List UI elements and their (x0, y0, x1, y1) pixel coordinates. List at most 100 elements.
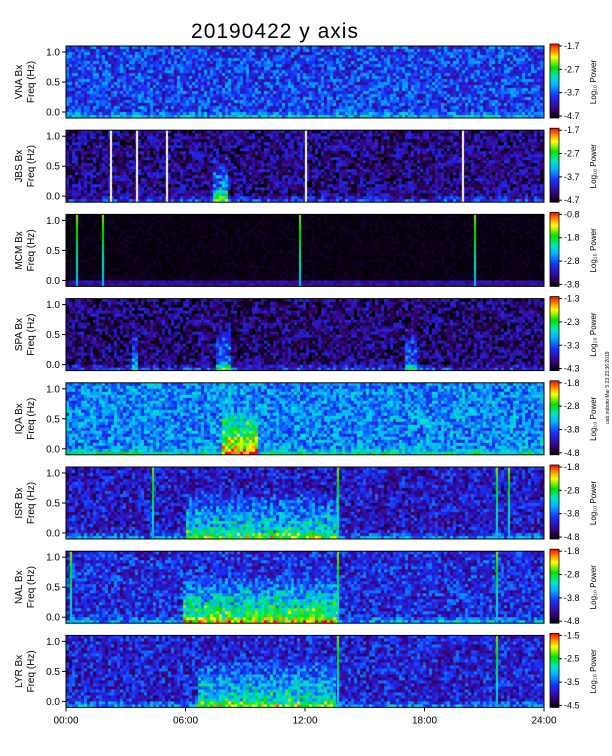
y-tick-label: 0.5 (46, 499, 60, 510)
spectrogram-vna (66, 46, 544, 118)
y-tick-label: 0.0 (46, 276, 60, 287)
colorbar-title: Log₁₀ Power (589, 312, 598, 357)
y-tick-label: 1.0 (46, 553, 60, 564)
colorbar-nal (549, 548, 560, 624)
y-tick-label: 0.5 (46, 78, 60, 89)
colorbar-tick-label: -1.5 (564, 630, 580, 640)
y-label-station: LYR Bx (14, 655, 25, 688)
colorbar-iqa (549, 380, 560, 456)
panel-spa: 0.0 0.5 1.0 SPA Bx Freq (Hz) -1.3 -2.3 -3.3 -4.3… (14, 294, 598, 374)
colorbar-tick-label: -2.7 (564, 149, 580, 159)
x-tick-label: 24:00 (531, 715, 556, 726)
colorbar-tick-label: -4.3 (564, 364, 580, 374)
y-tick-label: 0.5 (46, 330, 60, 341)
y-tick-label: 0.5 (46, 246, 60, 257)
y-tick-label: 0.5 (46, 162, 60, 173)
spectrogram-iqa (66, 382, 544, 455)
colorbar-tick-label: -2.8 (564, 256, 580, 266)
colorbar-title: Log₁₀ Power (589, 228, 598, 273)
colorbar-title: Log₁₀ Power (589, 481, 598, 526)
colorbar-tick-label: -3.5 (564, 677, 580, 687)
x-tick-label: 00:00 (53, 715, 78, 726)
colorbar-title: Log₁₀ Power (589, 144, 598, 189)
y-tick-label: 1.0 (46, 48, 60, 59)
y-label-station: NAL Bx (14, 570, 25, 604)
y-label-station: ISR Bx (14, 487, 25, 518)
colorbar-tick-label: -3.3 (564, 340, 580, 350)
spectrogram-isr (66, 467, 544, 539)
panel-iqa: 0.0 0.5 1.0 IQA Bx Freq (Hz) -1.8 -2.8 -3.8 -4.8… (14, 378, 598, 458)
y-label-freq: Freq (Hz) (26, 566, 37, 608)
colorbar-tick-label: -1.3 (564, 294, 580, 304)
colorbar-tick-label: -3.7 (564, 172, 580, 182)
colorbar-tick-label: -2.5 (564, 654, 580, 664)
colorbar-tick-label: -2.8 (564, 401, 580, 411)
y-label-freq: Freq (Hz) (26, 482, 37, 524)
y-tick-label: 0.5 (46, 667, 60, 678)
colorbar-title: Log₁₀ Power (589, 649, 598, 694)
y-tick-label: 0.0 (46, 192, 60, 203)
y-label-station: VNA Bx (14, 65, 25, 99)
y-tick-label: 0.0 (46, 108, 60, 119)
y-label-freq: Freq (Hz) (26, 650, 37, 692)
colorbar-jbs (549, 127, 560, 203)
y-tick-label: 0.0 (46, 529, 60, 540)
colorbar-tick-label: -1.7 (564, 41, 580, 51)
colorbar-title: Log₁₀ Power (589, 60, 598, 105)
colorbar-lyr (549, 633, 560, 708)
x-tick-label: 18:00 (412, 715, 437, 726)
colorbar-tick-label: -2.8 (564, 485, 580, 495)
y-tick-label: 0.0 (46, 444, 60, 455)
colorbar-tick-label: -2.3 (564, 317, 580, 327)
colorbar-tick-label: -4.7 (564, 111, 580, 121)
colorbar-vna (549, 43, 560, 119)
colorbar-tick-label: -3.8 (564, 593, 580, 603)
colorbar-tick-label: -4.8 (564, 532, 580, 542)
colorbar-tick-label: -4.7 (564, 195, 580, 205)
y-label-freq: Freq (Hz) (26, 313, 37, 355)
x-tick-label: 12:00 (292, 715, 317, 726)
colorbar-title: Log₁₀ Power (589, 565, 598, 610)
y-label-station: IQA Bx (14, 403, 25, 434)
chart-title: 20190422 y axis (191, 20, 359, 43)
colorbar-tick-label: -1.7 (564, 125, 580, 135)
colorbar-spa (549, 296, 560, 372)
panel-nal: 0.0 0.5 1.0 NAL Bx Freq (Hz) -1.8 -2.8 -3.8 -4.8… (14, 546, 598, 626)
spectrogram-nal (66, 551, 544, 624)
side-note: uab:iroboto Mar 5 23:23:36 2019 (605, 351, 611, 424)
y-tick-label: 1.0 (46, 132, 60, 143)
colorbar-tick-label: -2.7 (564, 64, 580, 74)
panel-isr: 0.0 0.5 1.0 ISR Bx Freq (Hz) -1.8 -2.8 -3.8 -4.8… (14, 462, 598, 542)
y-tick-label: 0.5 (46, 583, 60, 594)
colorbar-title: Log₁₀ Power (589, 396, 598, 441)
panel-mcm: 0.0 0.5 1.0 MCM Bx Freq (Hz) -0.8 -1.8 -2.8 -3.8… (14, 209, 598, 289)
colorbar-tick-label: -2.8 (564, 570, 580, 580)
colorbar-tick-label: -0.8 (564, 209, 580, 219)
y-tick-label: 1.0 (46, 469, 60, 480)
colorbar-tick-label: -3.8 (564, 509, 580, 519)
colorbar-tick-label: -4.8 (564, 616, 580, 626)
y-label-station: MCM Bx (14, 231, 25, 269)
colorbar-tick-label: -1.8 (564, 233, 580, 243)
spectrogram-lyr (66, 635, 544, 708)
panel-lyr: 0.0 0.5 1.0 LYR Bx Freq (Hz) -1.5 -2.5 -3.5 -4.5… (14, 630, 598, 710)
colorbar-tick-label: -3.7 (564, 88, 580, 98)
colorbar-mcm (549, 211, 560, 287)
colorbar-tick-label: -1.8 (564, 462, 580, 472)
x-axis: 00:00 06:00 12:00 18:00 24:00 (53, 707, 557, 726)
colorbar-tick-label: -4.5 (564, 700, 580, 710)
colorbar-tick-label: -1.8 (564, 546, 580, 556)
spectrogram-mcm (66, 214, 544, 287)
spectrogram-spa (66, 298, 544, 371)
colorbar-isr (549, 464, 560, 540)
y-label-freq: Freq (Hz) (26, 229, 37, 271)
colorbar-tick-label: -1.8 (564, 378, 580, 388)
y-tick-label: 1.0 (46, 637, 60, 648)
y-tick-label: 1.0 (46, 300, 60, 311)
y-tick-label: 1.0 (46, 216, 60, 227)
y-tick-label: 0.5 (46, 414, 60, 425)
y-label-freq: Freq (Hz) (26, 61, 37, 103)
spectrogram-jbs (66, 130, 544, 203)
y-tick-label: 0.0 (46, 697, 60, 708)
